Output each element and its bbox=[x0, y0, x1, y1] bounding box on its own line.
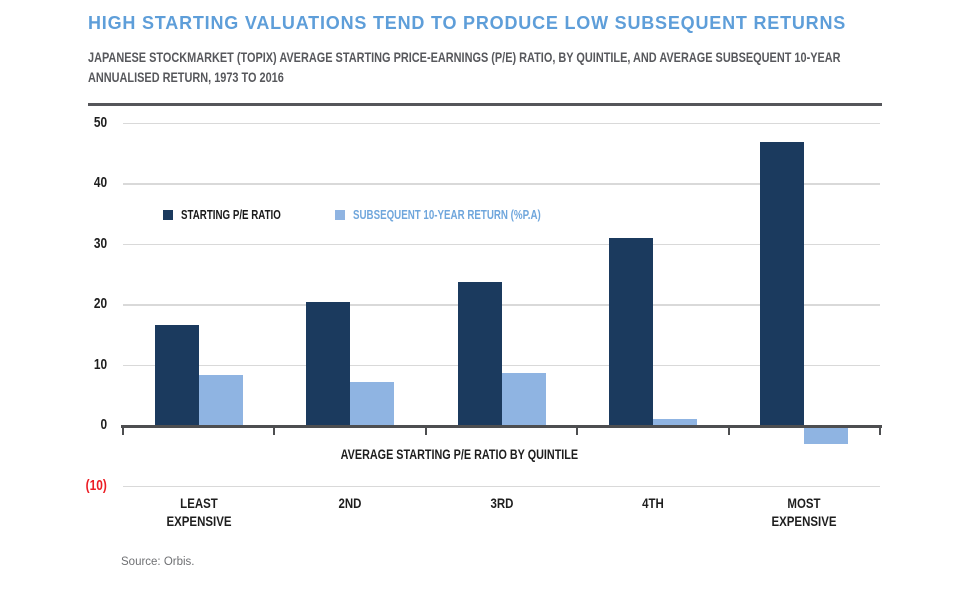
chart-title: HIGH STARTING VALUATIONS TEND TO PRODUCE… bbox=[88, 13, 847, 33]
category-label-most-expensive: MOST EXPENSIVE bbox=[743, 494, 866, 530]
y-axis-label-text: 0 bbox=[100, 417, 107, 433]
gridline-40 bbox=[123, 183, 880, 185]
gridline-(10) bbox=[123, 485, 880, 488]
legend-item-subsequent-return: SUBSEQUENT 10-YEAR RETURN (%P.A) bbox=[335, 208, 594, 222]
y-axis-label-20: 20 bbox=[56, 296, 107, 312]
gridline-50 bbox=[123, 122, 880, 125]
gridline-10 bbox=[123, 364, 880, 367]
legend-swatch-dark-blue bbox=[163, 210, 173, 220]
category-label-line: EXPENSIVE bbox=[166, 513, 232, 529]
y-axis-label-text: 10 bbox=[93, 356, 107, 373]
x-axis-line bbox=[121, 424, 882, 428]
category-label-least-expensive: LEAST EXPENSIVE bbox=[137, 494, 260, 530]
category-label-line: 3RD bbox=[490, 495, 513, 511]
source-note: Source: Orbis. bbox=[121, 556, 195, 568]
chart-subtitle: JAPANESE STOCKMARKET (TOPIX) AVERAGE STA… bbox=[88, 47, 960, 87]
y-axis-label-0: 0 bbox=[56, 417, 107, 433]
bar-pe-ratio-quintile-2 bbox=[306, 301, 351, 426]
legend-swatch-light-blue bbox=[335, 210, 345, 220]
category-label-3rd: 3RD bbox=[440, 494, 563, 512]
category-label-line: 4TH bbox=[642, 495, 664, 511]
bar-pe-ratio-quintile-4 bbox=[608, 237, 653, 426]
category-label-line: MOST bbox=[787, 495, 821, 511]
y-axis-label-30: 30 bbox=[56, 236, 107, 252]
x-axis-tick bbox=[424, 427, 427, 435]
legend-label-subsequent-return: SUBSEQUENT 10-YEAR RETURN (%P.A) bbox=[353, 208, 541, 222]
category-label-4th: 4TH bbox=[591, 494, 714, 512]
bar-return-quintile-5 bbox=[804, 427, 849, 444]
legend-item-starting-pe-ratio: STARTING P/E RATIO bbox=[163, 208, 309, 222]
x-axis-tick bbox=[727, 427, 730, 435]
gridline-20 bbox=[123, 304, 880, 306]
chart-subtitle-line-1: JAPANESE STOCKMARKET (TOPIX) AVERAGE STA… bbox=[88, 49, 841, 65]
y-axis-label-text: (10) bbox=[85, 477, 107, 494]
category-label-line: EXPENSIVE bbox=[771, 513, 837, 529]
x-axis-tick bbox=[122, 427, 124, 435]
category-label-line: LEAST bbox=[179, 495, 218, 511]
y-axis-label-text: 50 bbox=[93, 114, 107, 131]
category-label-line: 2ND bbox=[338, 495, 362, 511]
bar-return-quintile-1 bbox=[198, 375, 243, 426]
chart-subtitle-line-2: ANNUALISED RETURN, 1973 TO 2016 bbox=[88, 69, 284, 85]
bar-return-quintile-4 bbox=[652, 418, 697, 426]
bar-return-quintile-2 bbox=[350, 381, 395, 426]
legend-label-starting-pe-ratio: STARTING P/E RATIO bbox=[181, 208, 281, 222]
y-axis-label-10: 10 bbox=[56, 357, 107, 373]
gridline-30 bbox=[123, 243, 880, 246]
bar-pe-ratio-quintile-5 bbox=[760, 142, 805, 426]
bar-return-quintile-3 bbox=[501, 373, 546, 426]
y-axis-label-(10): (10) bbox=[56, 478, 107, 494]
header-divider-rule bbox=[88, 103, 882, 106]
y-axis-label-text: 40 bbox=[93, 175, 107, 191]
x-axis-tick bbox=[576, 427, 579, 435]
bar-pe-ratio-quintile-3 bbox=[457, 282, 502, 426]
x-axis-title: AVERAGE STARTING P/E RATIO BY QUINTILE bbox=[340, 447, 578, 462]
y-axis-label-text: 20 bbox=[93, 296, 107, 312]
x-axis-tick bbox=[273, 427, 276, 435]
y-axis-label-50: 50 bbox=[56, 115, 107, 131]
category-label-2nd: 2ND bbox=[289, 494, 412, 512]
x-axis-tick bbox=[879, 427, 881, 435]
y-axis-label-40: 40 bbox=[56, 175, 107, 191]
bar-pe-ratio-quintile-1 bbox=[154, 324, 199, 426]
y-axis-label-text: 30 bbox=[93, 235, 107, 252]
